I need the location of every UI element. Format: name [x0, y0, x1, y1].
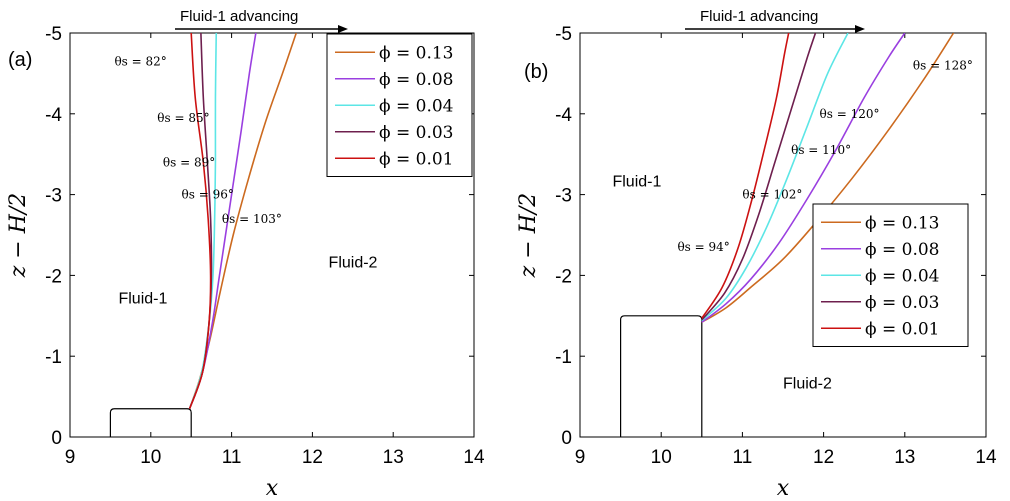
x-tick-label: 10: [651, 447, 672, 468]
panel-label: (b): [524, 61, 548, 83]
legend-entry-3: ϕ = 0.03: [379, 123, 454, 143]
region-label-0: Fluid-1: [118, 291, 167, 308]
region-label-0: Fluid-1: [612, 174, 661, 191]
y-axis-label: z − H/2: [6, 193, 31, 279]
x-tick-label: 11: [222, 447, 242, 468]
x-axis-label: x: [266, 476, 279, 501]
x-tick-label: 13: [894, 447, 915, 468]
legend-entry-1: ϕ = 0.08: [865, 240, 940, 260]
y-tick-label: -4: [45, 105, 62, 126]
region-label-1: Fluid-2: [329, 254, 378, 271]
plot-frame: [579, 32, 987, 438]
x-tick-label: 12: [302, 447, 323, 468]
y-tick-label: 0: [51, 428, 62, 449]
banner-arrow-head: [338, 25, 348, 33]
y-tick-label: -2: [555, 266, 572, 287]
banner-text: Fluid-1 advancing: [180, 8, 298, 25]
theta-annotation-1: θs = 102°: [742, 188, 802, 202]
theta-annotation-3: θs = 120°: [820, 107, 880, 121]
x-tick-label: 14: [975, 447, 997, 468]
theta-annotation-2: θs = 110°: [791, 143, 851, 157]
obstacle: [109, 408, 192, 437]
x-tick-label: 12: [813, 447, 834, 468]
x-tick-label: 11: [733, 447, 753, 468]
x-tick-label: 13: [383, 447, 404, 468]
x-axis-label: x: [777, 476, 790, 501]
chart-panel-a: 9 10 11 12 13 14 0 -1 -2 -3 -4 -5 x z − H/2 (a) Fluid-1…: [6, 8, 485, 501]
x-tick-label: 10: [140, 447, 161, 468]
panel-label: (a): [8, 49, 32, 71]
y-tick-label: -3: [555, 186, 572, 207]
y-tick-label: -2: [45, 266, 62, 287]
legend-entry-1: ϕ = 0.08: [379, 70, 454, 90]
obstacle: [620, 315, 703, 437]
banner-text: Fluid-1 advancing: [700, 8, 818, 25]
y-tick-label: -5: [555, 24, 572, 45]
series-line-4: [188, 33, 212, 409]
y-tick-label: -1: [45, 347, 62, 368]
x-tick-label: 9: [575, 447, 586, 468]
legend-entry-0: ϕ = 0.13: [379, 43, 454, 63]
y-tick-label: -4: [555, 105, 572, 126]
region-label-1: Fluid-2: [783, 376, 832, 393]
theta-annotation-4: θs = 103°: [222, 212, 282, 226]
theta-annotation-1: θs = 85°: [157, 111, 209, 125]
legend-entry-2: ϕ = 0.04: [379, 96, 454, 116]
theta-annotation-2: θs = 89°: [163, 155, 215, 169]
series-line-3: [701, 33, 817, 321]
legend-entry-2: ϕ = 0.04: [865, 266, 940, 286]
theta-annotation-0: θs = 94°: [677, 240, 729, 254]
theta-annotation-0: θs = 82°: [114, 54, 166, 68]
y-tick-label: 0: [561, 428, 572, 449]
y-tick-label: -1: [555, 347, 572, 368]
theta-annotation-4: θs = 128°: [913, 58, 973, 72]
x-tick-label: 9: [65, 447, 76, 468]
series-line-2: [701, 33, 849, 322]
legend-entry-4: ϕ = 0.01: [865, 319, 940, 339]
series-line-4: [701, 33, 790, 319]
banner-arrow-head: [855, 25, 865, 33]
chart-panel-b: 9 10 11 12 13 14 0 -1 -2 -3 -4 -5 x z − H/2 (b) Fluid-1…: [516, 8, 997, 501]
x-tick-label: 14: [463, 447, 485, 468]
legend-entry-0: ϕ = 0.13: [865, 213, 940, 233]
legend-entry-4: ϕ = 0.01: [379, 149, 454, 169]
plot-frame: [69, 32, 475, 438]
legend-entry-3: ϕ = 0.03: [865, 293, 940, 313]
y-axis-label: z − H/2: [516, 193, 541, 279]
y-tick-label: -3: [45, 186, 62, 207]
y-tick-label: -5: [45, 24, 62, 45]
series-line-1: [701, 33, 906, 323]
theta-annotation-3: θs = 96°: [182, 188, 234, 202]
